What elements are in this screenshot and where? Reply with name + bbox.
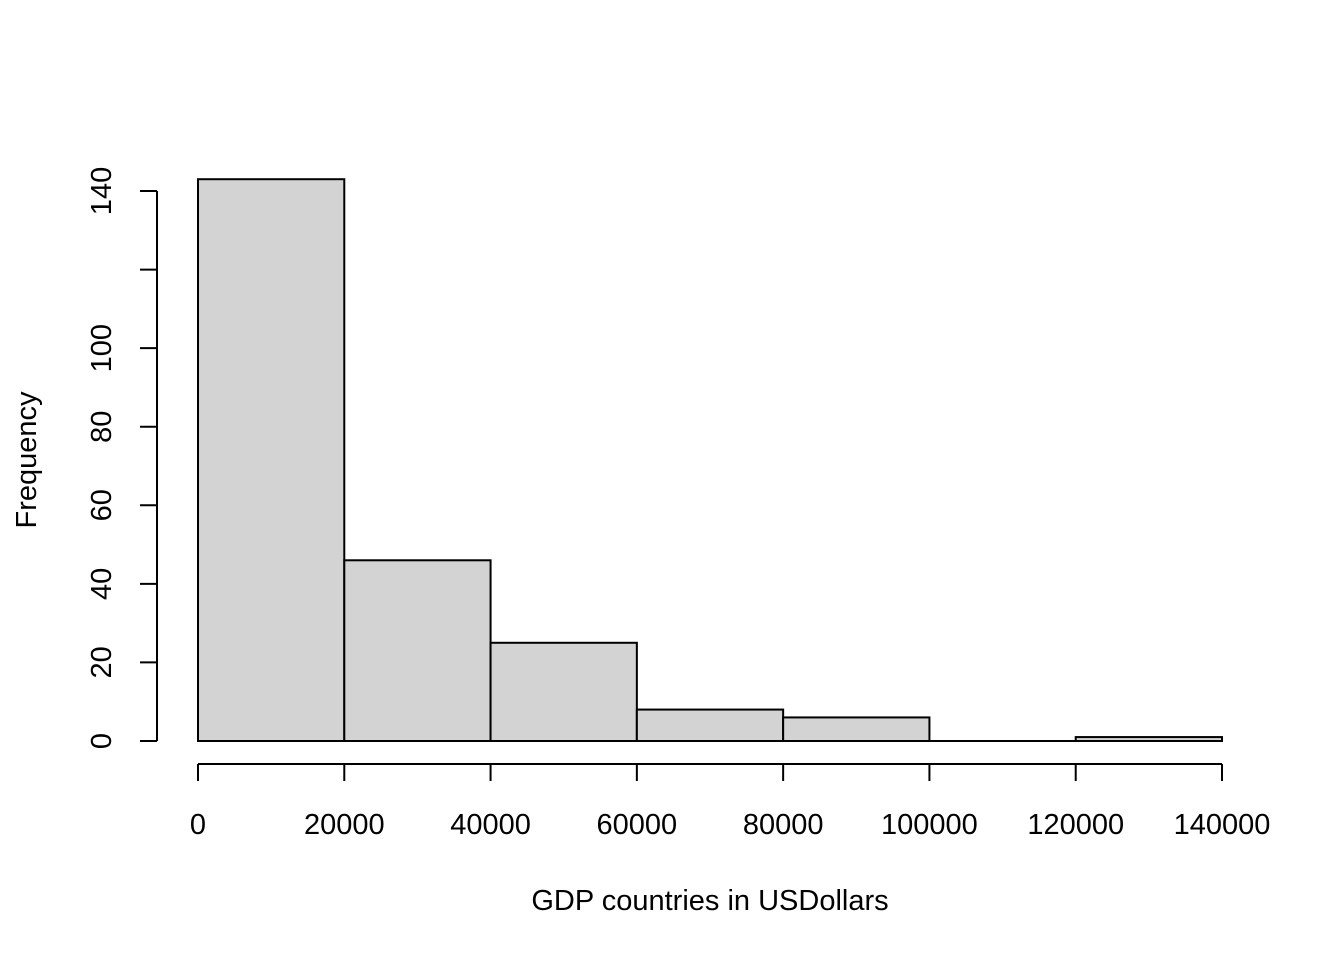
histogram-bar-6 [1074, 736, 1223, 742]
x-axis: 0 20000 40000 60000 80000 100000 120000 140000 [190, 763, 1271, 841]
bars-group [197, 178, 1223, 743]
y-axis: 0 20 40 60 80 100 140 [86, 167, 158, 749]
y-tick-label-4: 80 [86, 411, 118, 443]
y-tick-label-7: 140 [86, 167, 118, 215]
x-axis-label: GDP countries in USDollars [531, 885, 888, 917]
histogram-bar-0 [197, 178, 346, 742]
y-tick-label-3: 60 [86, 489, 118, 521]
y-axis-label: Frequency [11, 391, 43, 529]
histogram-bar-4 [782, 716, 931, 743]
x-tick-label-1: 20000 [304, 809, 385, 841]
x-tick-label-6: 120000 [1027, 809, 1124, 841]
histogram-bar-1 [343, 559, 492, 742]
histogram-bar-2 [489, 641, 638, 742]
x-tick-label-4: 80000 [743, 809, 824, 841]
y-tick-label-5: 100 [86, 324, 118, 372]
x-tick-label-2: 40000 [450, 809, 531, 841]
y-tick-label-1: 20 [86, 646, 118, 678]
histogram-bar-3 [635, 708, 785, 742]
x-tick-label-5: 100000 [881, 809, 978, 841]
x-tick-label-0: 0 [190, 809, 206, 841]
y-tick-label-2: 40 [86, 568, 118, 600]
x-tick-label-3: 60000 [597, 809, 678, 841]
x-tick-label-7: 140000 [1174, 809, 1271, 841]
y-tick-label-0: 0 [86, 733, 118, 749]
